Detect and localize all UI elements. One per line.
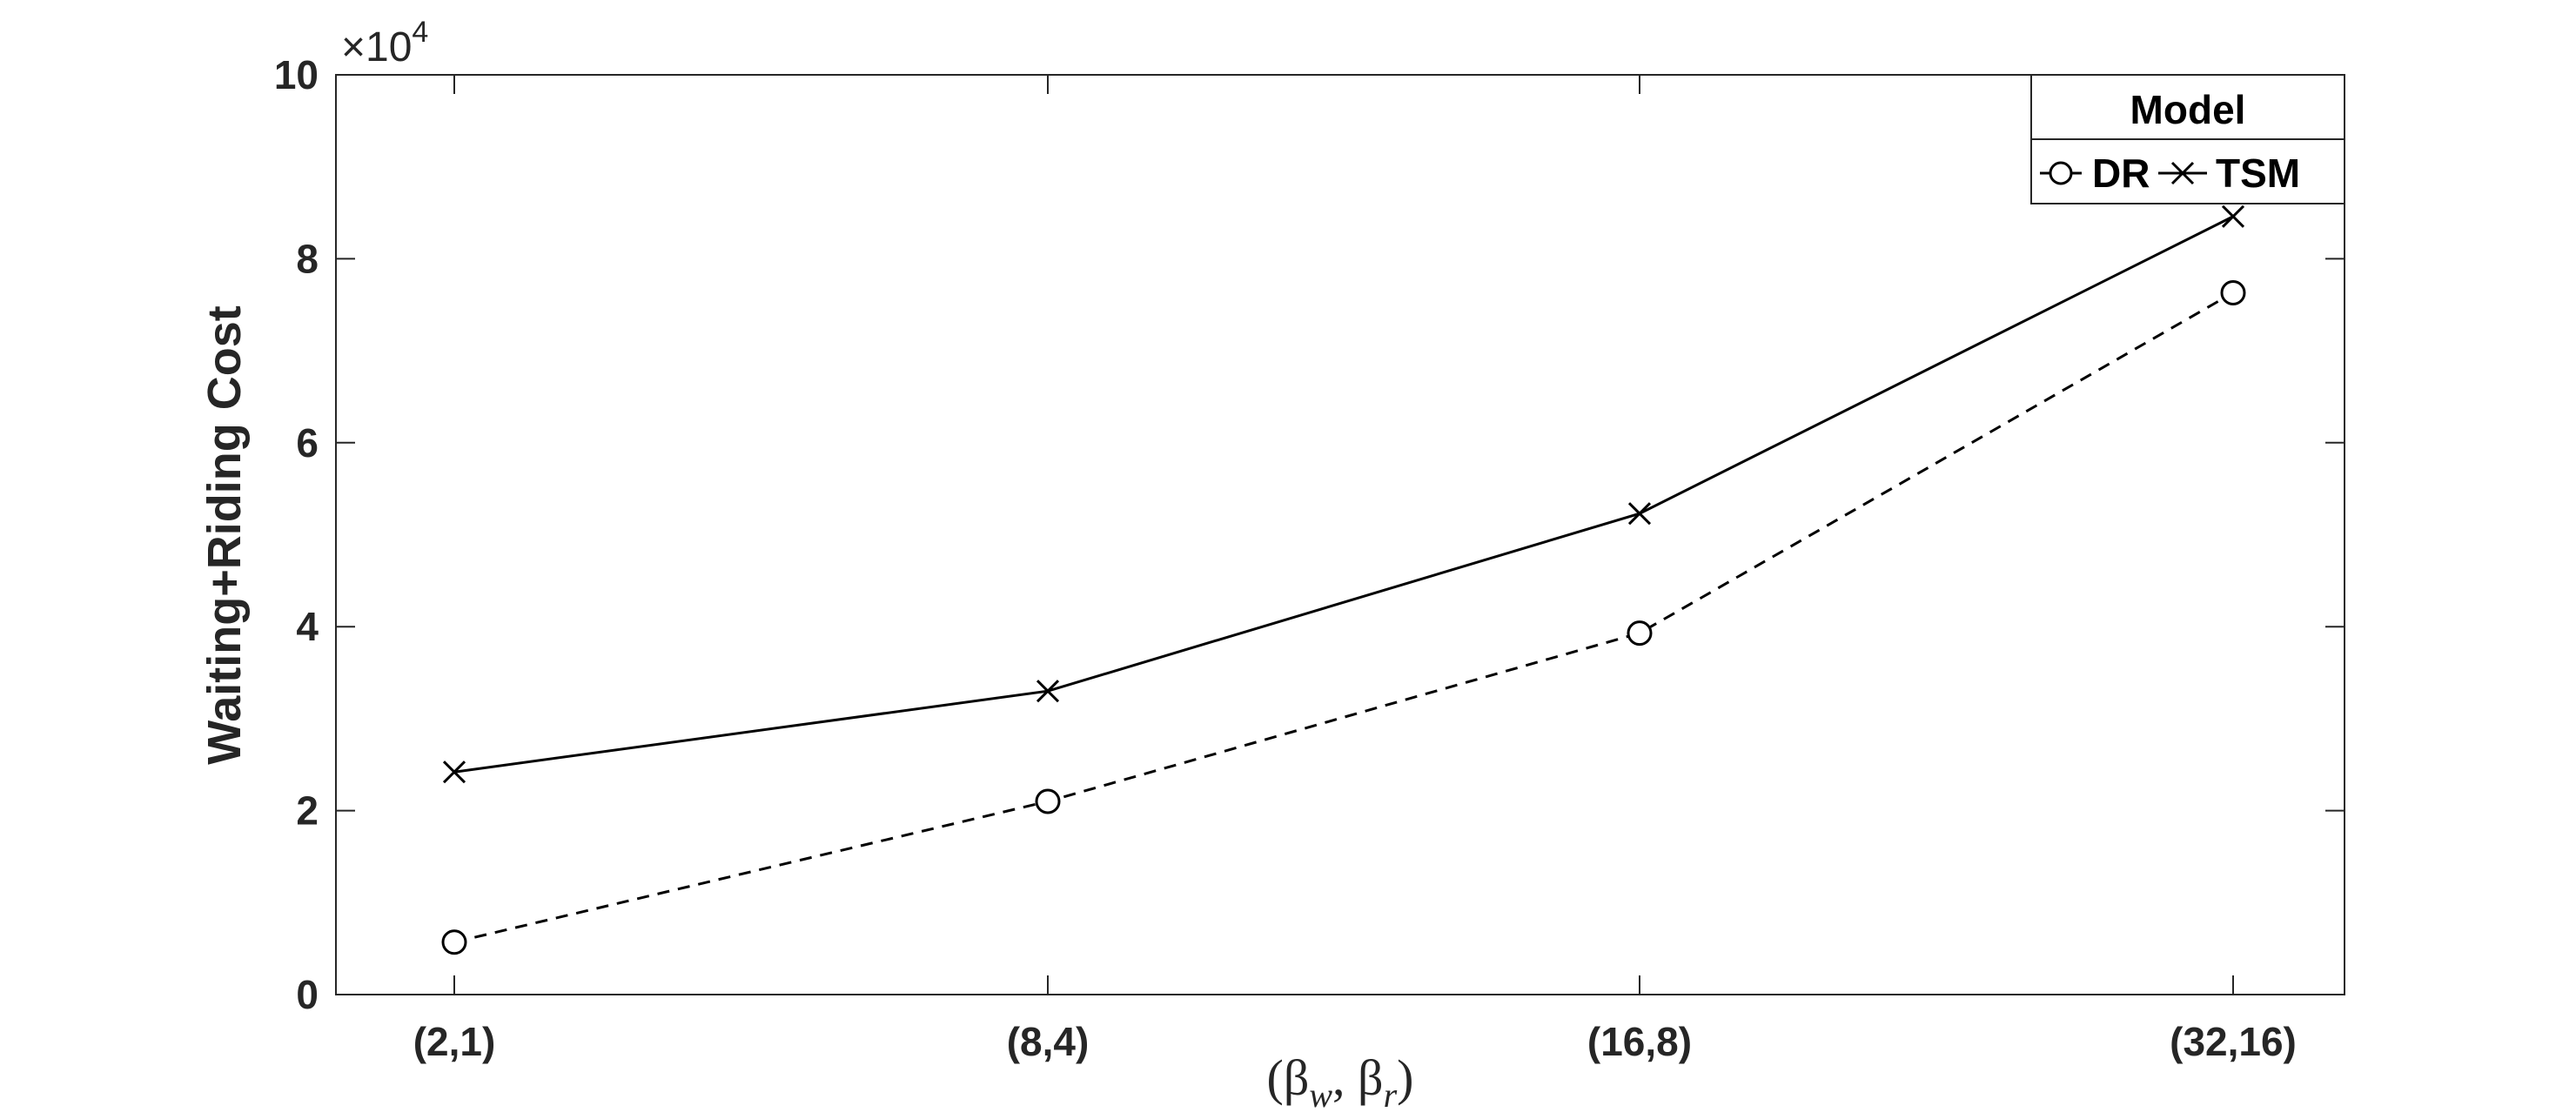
legend-item-dr: DR — [2040, 151, 2150, 196]
y-tick-label: 10 — [274, 52, 319, 97]
y-tick-label: 6 — [296, 420, 319, 466]
data-point-dr — [441, 929, 467, 955]
legend-item-tsm: TSM — [2158, 151, 2300, 196]
legend: Model DR TSM — [2030, 74, 2345, 204]
x-tick-label: (8,4) — [1007, 1019, 1090, 1064]
y-tick-label: 8 — [296, 236, 319, 281]
series-line-tsm — [453, 215, 2234, 774]
y-tick-label: 2 — [296, 788, 319, 834]
data-point-tsm — [1036, 680, 1060, 703]
x-tick-label: (32,16) — [2170, 1019, 2297, 1064]
y-axis-ticks: 0 2 4 6 8 10 — [274, 52, 2345, 1017]
y-tick-label: 4 — [296, 604, 319, 649]
y-axis-label: Waiting+Riding Cost — [198, 305, 251, 764]
legend-title: Model — [2130, 87, 2246, 132]
series-line-dr — [453, 291, 2234, 944]
y-exponent-label: ×104 — [341, 16, 428, 70]
data-point-dr — [1035, 788, 1061, 814]
legend-dr-marker — [2049, 161, 2073, 185]
data-point-dr — [1627, 620, 1653, 647]
legend-dr-label: DR — [2092, 151, 2150, 196]
data-point-tsm — [442, 761, 466, 784]
x-axis-ticks: (2,1) (8,4) (16,8) (32,16) — [413, 75, 2297, 1064]
series-layer — [441, 204, 2246, 955]
y-tick-label: 0 — [296, 972, 319, 1017]
x-axis-label: (βw, βr) — [1267, 1049, 1414, 1115]
data-point-tsm — [2221, 204, 2245, 228]
plot-area — [335, 74, 2345, 995]
legend-tsm-marker — [2170, 161, 2195, 185]
x-tick-label: (2,1) — [413, 1019, 496, 1064]
data-point-dr — [2220, 280, 2246, 306]
data-point-tsm — [1627, 502, 1652, 526]
legend-tsm-label: TSM — [2216, 151, 2300, 196]
x-tick-label: (16,8) — [1587, 1019, 1692, 1064]
